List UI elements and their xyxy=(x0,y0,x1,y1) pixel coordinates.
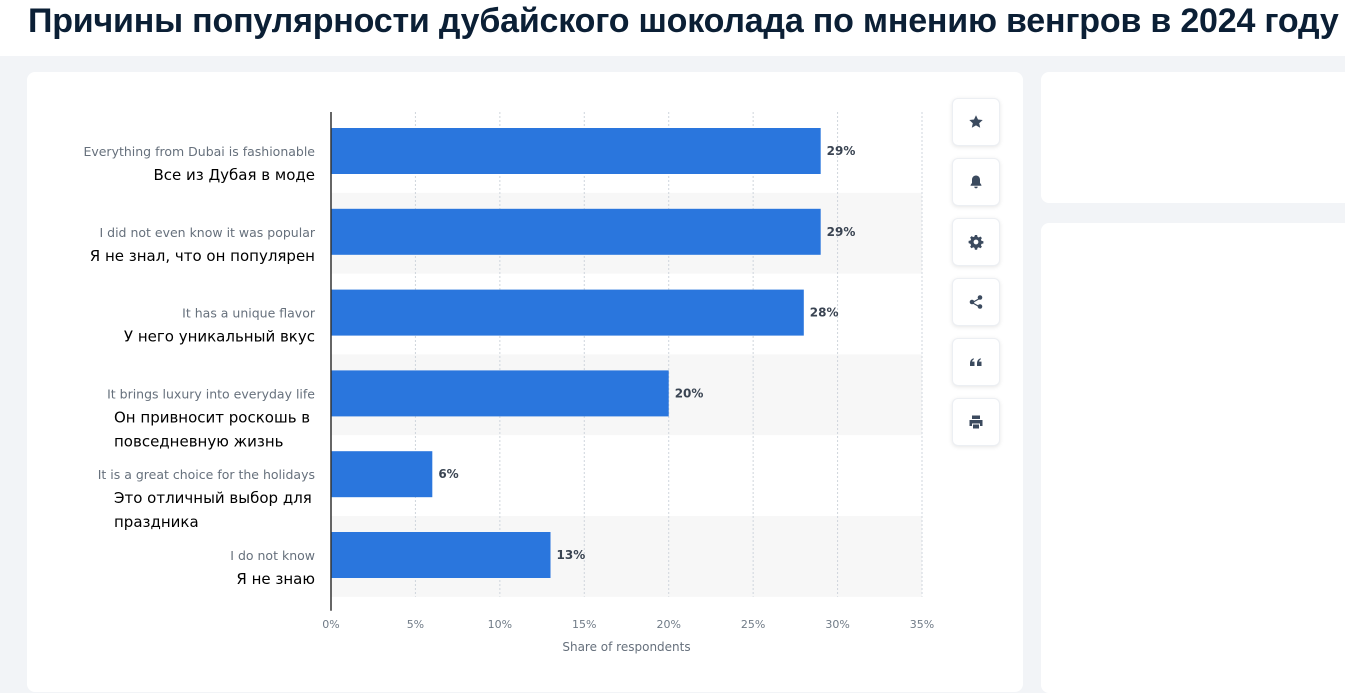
category-translation: Я не знал, что он популярен xyxy=(90,247,315,265)
page-header: Причины популярности дубайского шоколада… xyxy=(0,0,1345,56)
category-translation: Я не знаю xyxy=(236,570,315,588)
x-tick-label: 0% xyxy=(322,618,339,631)
category-label: It is a great choice for the holidays xyxy=(98,467,315,482)
bar xyxy=(331,208,821,255)
cite-button[interactable] xyxy=(952,338,1000,386)
x-tick-label: 35% xyxy=(910,618,934,631)
category-label: It has a unique flavor xyxy=(182,306,316,321)
favorite-button[interactable] xyxy=(952,98,1000,146)
bar xyxy=(331,289,804,336)
data-label: 28% xyxy=(810,306,839,320)
bar-chart: 29% Everything from Dubai is fashionable В… xyxy=(83,112,934,654)
category-label: Everything from Dubai is fashionable xyxy=(83,144,315,159)
x-tick-label: 25% xyxy=(741,618,765,631)
side-panel-top xyxy=(1041,72,1345,203)
share-button[interactable] xyxy=(952,278,1000,326)
category-label: I do not know xyxy=(230,548,315,563)
category-translation: Все из Дубая в моде xyxy=(153,166,315,184)
data-label: 13% xyxy=(557,548,586,562)
print-button[interactable] xyxy=(952,398,1000,446)
data-label: 29% xyxy=(827,144,856,158)
category-translation: Он привносит роскошь в xyxy=(114,408,310,426)
x-tick-label: 10% xyxy=(488,618,512,631)
side-panel-bottom xyxy=(1041,223,1345,693)
bar xyxy=(331,532,551,578)
page-title: Причины популярности дубайского шоколада… xyxy=(28,2,1339,40)
x-tick-label: 15% xyxy=(572,618,596,631)
x-tick-label: 30% xyxy=(825,618,849,631)
category-translation: праздника xyxy=(114,513,199,531)
x-tick-label: 20% xyxy=(656,618,680,631)
bar xyxy=(331,370,669,417)
notification-button[interactable] xyxy=(952,158,1000,206)
data-label: 29% xyxy=(827,225,856,239)
printer-icon xyxy=(969,415,983,429)
gear-icon xyxy=(968,235,984,250)
bar xyxy=(331,451,433,498)
category-translation: повседневную жизнь xyxy=(114,432,284,450)
settings-button[interactable] xyxy=(952,218,1000,266)
x-axis-title: Share of respondents xyxy=(562,640,690,654)
quote-icon xyxy=(970,358,982,366)
bell-icon xyxy=(970,175,982,189)
category-translation: Это отличный выбор для xyxy=(114,489,312,507)
bar xyxy=(331,128,821,174)
share-icon xyxy=(969,295,983,309)
category-label: It brings luxury into everyday life xyxy=(107,386,315,401)
chart-toolbar xyxy=(952,98,1000,458)
category-label: I did not even know it was popular xyxy=(99,225,315,240)
category-translation: У него уникальный вкус xyxy=(124,328,315,346)
x-tick-label: 5% xyxy=(407,618,424,631)
star-icon xyxy=(969,115,983,128)
data-label: 20% xyxy=(675,386,704,400)
data-label: 6% xyxy=(438,467,458,481)
